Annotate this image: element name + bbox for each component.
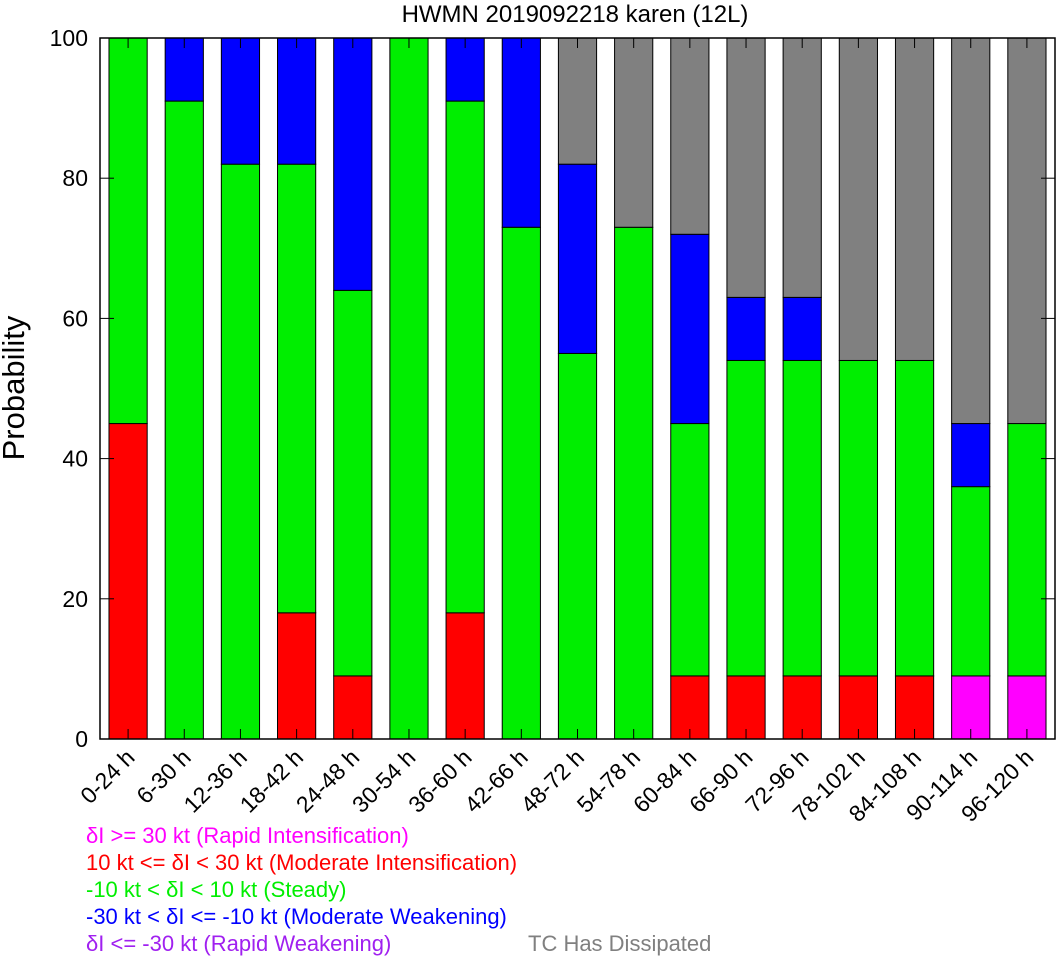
- legend-moderate-weakening: -30 kt < δI <= -10 kt (Moderate Weakenin…: [86, 904, 507, 929]
- y-tick-label-80: 80: [62, 165, 88, 191]
- legend-moderate-intensification: 10 kt <= δI < 30 kt (Moderate Intensific…: [86, 850, 518, 875]
- y-tick-label-0: 0: [75, 726, 88, 752]
- bar-steady-13: [838, 359, 878, 677]
- bar-steady-5: [389, 37, 429, 740]
- y-tick-label-60: 60: [62, 305, 88, 331]
- x-tick-label-0: 0-24 h: [75, 744, 140, 809]
- x-ticks: 0-24 h6-30 h12-36 h18-42 h24-48 h30-54 h…: [75, 38, 1038, 827]
- bar-steady-3: [277, 163, 317, 614]
- bar-steady-0: [108, 37, 148, 425]
- bar-mw-7: [501, 37, 541, 228]
- bar-dissipated-15: [951, 37, 991, 425]
- y-tick-label-100: 100: [50, 25, 88, 51]
- bar-steady-10: [670, 423, 710, 677]
- bar-mi-10: [670, 675, 710, 740]
- bars: [108, 37, 1047, 740]
- bar-mi-12: [782, 675, 822, 740]
- bar-steady-15: [951, 486, 991, 677]
- bar-dissipated-9: [614, 37, 654, 228]
- bar-mw-2: [220, 37, 261, 165]
- bar-steady-2: [220, 163, 261, 740]
- bar-dissipated-11: [726, 37, 766, 298]
- bar-mw-1: [164, 37, 204, 102]
- bar-mw-11: [726, 296, 766, 361]
- chart-title: HWMN 2019092218 karen (12L): [402, 1, 749, 28]
- bar-steady-1: [164, 100, 204, 740]
- legend: δI >= 30 kt (Rapid Intensification) 10 k…: [86, 822, 517, 957]
- bar-steady-6: [445, 100, 485, 614]
- bar-steady-16: [1007, 423, 1047, 677]
- bar-dissipated-10: [670, 37, 710, 235]
- bar-dissipated-13: [838, 37, 878, 361]
- bar-steady-12: [782, 359, 822, 677]
- bar-dissipated-12: [782, 37, 822, 298]
- bar-mi-14: [894, 675, 935, 740]
- y-tick-label-40: 40: [62, 446, 88, 472]
- bar-mi-6: [445, 612, 485, 740]
- bar-mi-3: [277, 612, 317, 740]
- bar-dissipated-14: [894, 37, 935, 361]
- legend-rapid-weakening: δI <= -30 kt (Rapid Weakening): [86, 931, 392, 956]
- bar-mw-4: [333, 37, 373, 291]
- bar-steady-7: [501, 226, 541, 740]
- bar-steady-4: [333, 289, 373, 677]
- bar-ri-16: [1007, 675, 1047, 740]
- bar-mi-0: [108, 423, 148, 740]
- legend-dissipated: TC Has Dissipated: [528, 931, 712, 956]
- bar-mi-4: [333, 675, 373, 740]
- legend-steady: -10 kt < δI < 10 kt (Steady): [86, 877, 347, 902]
- bar-mw-10: [670, 233, 710, 425]
- bar-mw-8: [557, 163, 598, 354]
- bar-steady-9: [614, 226, 654, 740]
- plot-frame: [99, 37, 1056, 740]
- bar-mw-15: [951, 423, 991, 488]
- bar-steady-8: [557, 352, 598, 740]
- y-ticks: 0 20 40 60 80 100: [50, 25, 1055, 752]
- bar-steady-11: [726, 359, 766, 677]
- bar-steady-14: [894, 359, 935, 677]
- y-tick-label-20: 20: [62, 586, 88, 612]
- legend-rapid-intensification: δI >= 30 kt (Rapid Intensification): [86, 823, 409, 848]
- bar-mw-3: [277, 37, 317, 165]
- bar-mw-12: [782, 296, 822, 361]
- bar-dissipated-8: [557, 37, 598, 165]
- bar-dissipated-16: [1007, 37, 1047, 425]
- y-axis-label: Probability: [0, 315, 31, 460]
